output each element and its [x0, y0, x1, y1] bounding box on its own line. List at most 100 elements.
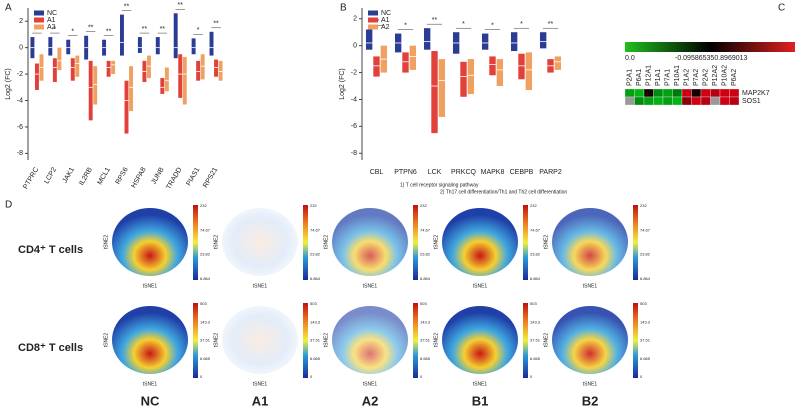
x-axis-label: tSNE1 — [473, 381, 488, 387]
column-label: P12A1 — [646, 65, 653, 86]
colorbar-tick: 232 — [640, 203, 647, 208]
note: 1) T cell receptor signaling pathway — [400, 182, 479, 188]
colorbar-tick: 37.51 — [310, 338, 321, 343]
legend-swatch — [34, 10, 44, 16]
range-box — [182, 56, 187, 105]
colorbar-tick: 37.51 — [420, 338, 431, 343]
colorbar-tick: 143.3 — [530, 319, 541, 324]
significance: * — [491, 22, 494, 29]
colorbar-tick: 23.82 — [420, 252, 431, 257]
colorbar-tick: 6.665 — [310, 356, 321, 361]
range-box — [70, 58, 75, 81]
colorbar-tick: 503 — [420, 301, 427, 306]
column-label: P6A2 — [731, 69, 738, 86]
y-axis-label: tSNE2 — [433, 333, 439, 348]
x-tick-label: PIAS1 — [185, 166, 201, 187]
column-label: P10A1 — [674, 65, 681, 86]
heat-cell — [729, 88, 740, 98]
note: 2) Th17 cell differentiation/Th1 and Th2… — [440, 189, 567, 195]
tsne-cloud — [552, 306, 628, 374]
colorbar — [303, 303, 308, 378]
x-tick-label: IL2RB — [78, 166, 94, 187]
colorbar-tick: 0 — [420, 374, 423, 379]
range-box — [173, 13, 178, 59]
tsne-cloud — [442, 306, 518, 374]
row-label: CD8⁺ T cells — [18, 342, 83, 354]
colorbar-tick: 143.3 — [200, 319, 211, 324]
x-tick-label: HSPA8 — [130, 166, 147, 189]
y-axis-label: tSNE2 — [543, 333, 549, 348]
colorbar-tick: 0 — [310, 374, 313, 379]
x-axis-label: tSNE1 — [143, 381, 158, 387]
y-axis-label: tSNE2 — [543, 235, 549, 250]
x-axis-label: tSNE1 — [583, 283, 598, 289]
y-tick-label: -2 — [351, 69, 357, 76]
y-axis-label: Log2 (FC) — [5, 68, 12, 100]
x-tick-label: JAK1 — [62, 166, 76, 184]
x-tick-label: RPS21 — [202, 166, 219, 189]
range-box — [191, 38, 196, 55]
range-box — [34, 63, 39, 90]
x-axis-label: tSNE1 — [363, 283, 378, 289]
colorbar-tick: 0 — [530, 374, 533, 379]
heat-cell — [681, 88, 692, 98]
y-tick-label: -4 — [351, 96, 357, 103]
colorbar — [193, 205, 198, 280]
range-box — [52, 58, 57, 83]
range-box — [66, 39, 71, 55]
legend-swatch — [368, 24, 378, 30]
range-box — [129, 66, 134, 112]
colorbar — [193, 303, 198, 378]
heat-cell — [634, 96, 645, 106]
range-box — [106, 60, 111, 77]
heat-cell — [624, 88, 635, 98]
colorbar-tick: 23.82 — [530, 252, 541, 257]
colorbar-tick: 74.67 — [530, 227, 541, 232]
y-tick-label: -8 — [351, 150, 357, 157]
significance: * — [462, 21, 465, 28]
heat-cell — [662, 88, 673, 98]
legend-swatch — [368, 10, 378, 16]
legend-label: A1 — [381, 17, 390, 24]
significance: ** — [432, 17, 438, 24]
column-label: P10A2 — [722, 65, 729, 86]
heat-cell — [691, 96, 702, 106]
y-tick-label: -2 — [17, 71, 23, 78]
x-tick-label: LCP2 — [43, 166, 58, 185]
significance: ** — [106, 29, 112, 36]
range-box — [196, 60, 201, 81]
range-box — [489, 56, 496, 76]
x-tick-label: PRKCQ — [451, 169, 476, 176]
colorbar-tick: 37.51 — [200, 338, 211, 343]
colorbar-tick: 143.3 — [420, 319, 431, 324]
legend-swatch — [368, 17, 378, 23]
range-box — [431, 51, 438, 134]
range-box — [460, 61, 467, 97]
colorbar — [633, 205, 638, 280]
legend-label: A1 — [47, 17, 56, 24]
colorbar-tick: 232 — [530, 203, 537, 208]
colorbar-tick: 232 — [420, 203, 427, 208]
column-label: P1A2 — [684, 69, 691, 86]
significance: ** — [178, 2, 184, 9]
range-box — [88, 60, 93, 121]
heat-cell — [710, 96, 721, 106]
y-axis-label: tSNE2 — [323, 235, 329, 250]
x-axis-label: tSNE1 — [253, 381, 268, 387]
colorbar-tick: 23.82 — [310, 252, 321, 257]
x-tick-label: CBL — [370, 169, 384, 176]
y-tick-label: 0 — [353, 43, 357, 50]
colorbar-tick: 6.665 — [200, 356, 211, 361]
heat-cell — [719, 88, 730, 98]
group-label: B2 — [582, 393, 599, 408]
significance: ** — [124, 3, 130, 10]
colorbar-tick: 6.864 — [530, 276, 541, 281]
colorbar-tick: 6.864 — [420, 276, 431, 281]
legend-label: NC — [381, 10, 391, 17]
range-box — [146, 55, 151, 79]
significance: * — [53, 26, 56, 33]
colorbar-tick: 6.665 — [640, 356, 651, 361]
tsne-cloud — [222, 208, 298, 276]
colorbar-tick: 232 — [200, 203, 207, 208]
